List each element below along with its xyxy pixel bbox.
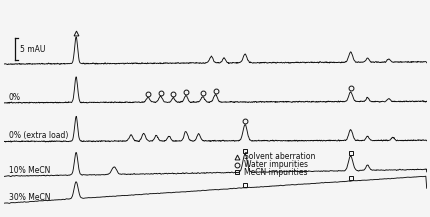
Text: 0% (extra load): 0% (extra load)	[9, 131, 68, 140]
Text: 0%: 0%	[9, 92, 21, 102]
Text: 5 mAU: 5 mAU	[20, 45, 46, 54]
Text: Water impurities: Water impurities	[244, 160, 307, 169]
Text: 10% MeCN: 10% MeCN	[9, 166, 50, 175]
Text: 30% MeCN: 30% MeCN	[9, 194, 50, 202]
Text: Solvent aberration: Solvent aberration	[244, 152, 315, 161]
Text: MeCN impurities: MeCN impurities	[244, 168, 307, 177]
